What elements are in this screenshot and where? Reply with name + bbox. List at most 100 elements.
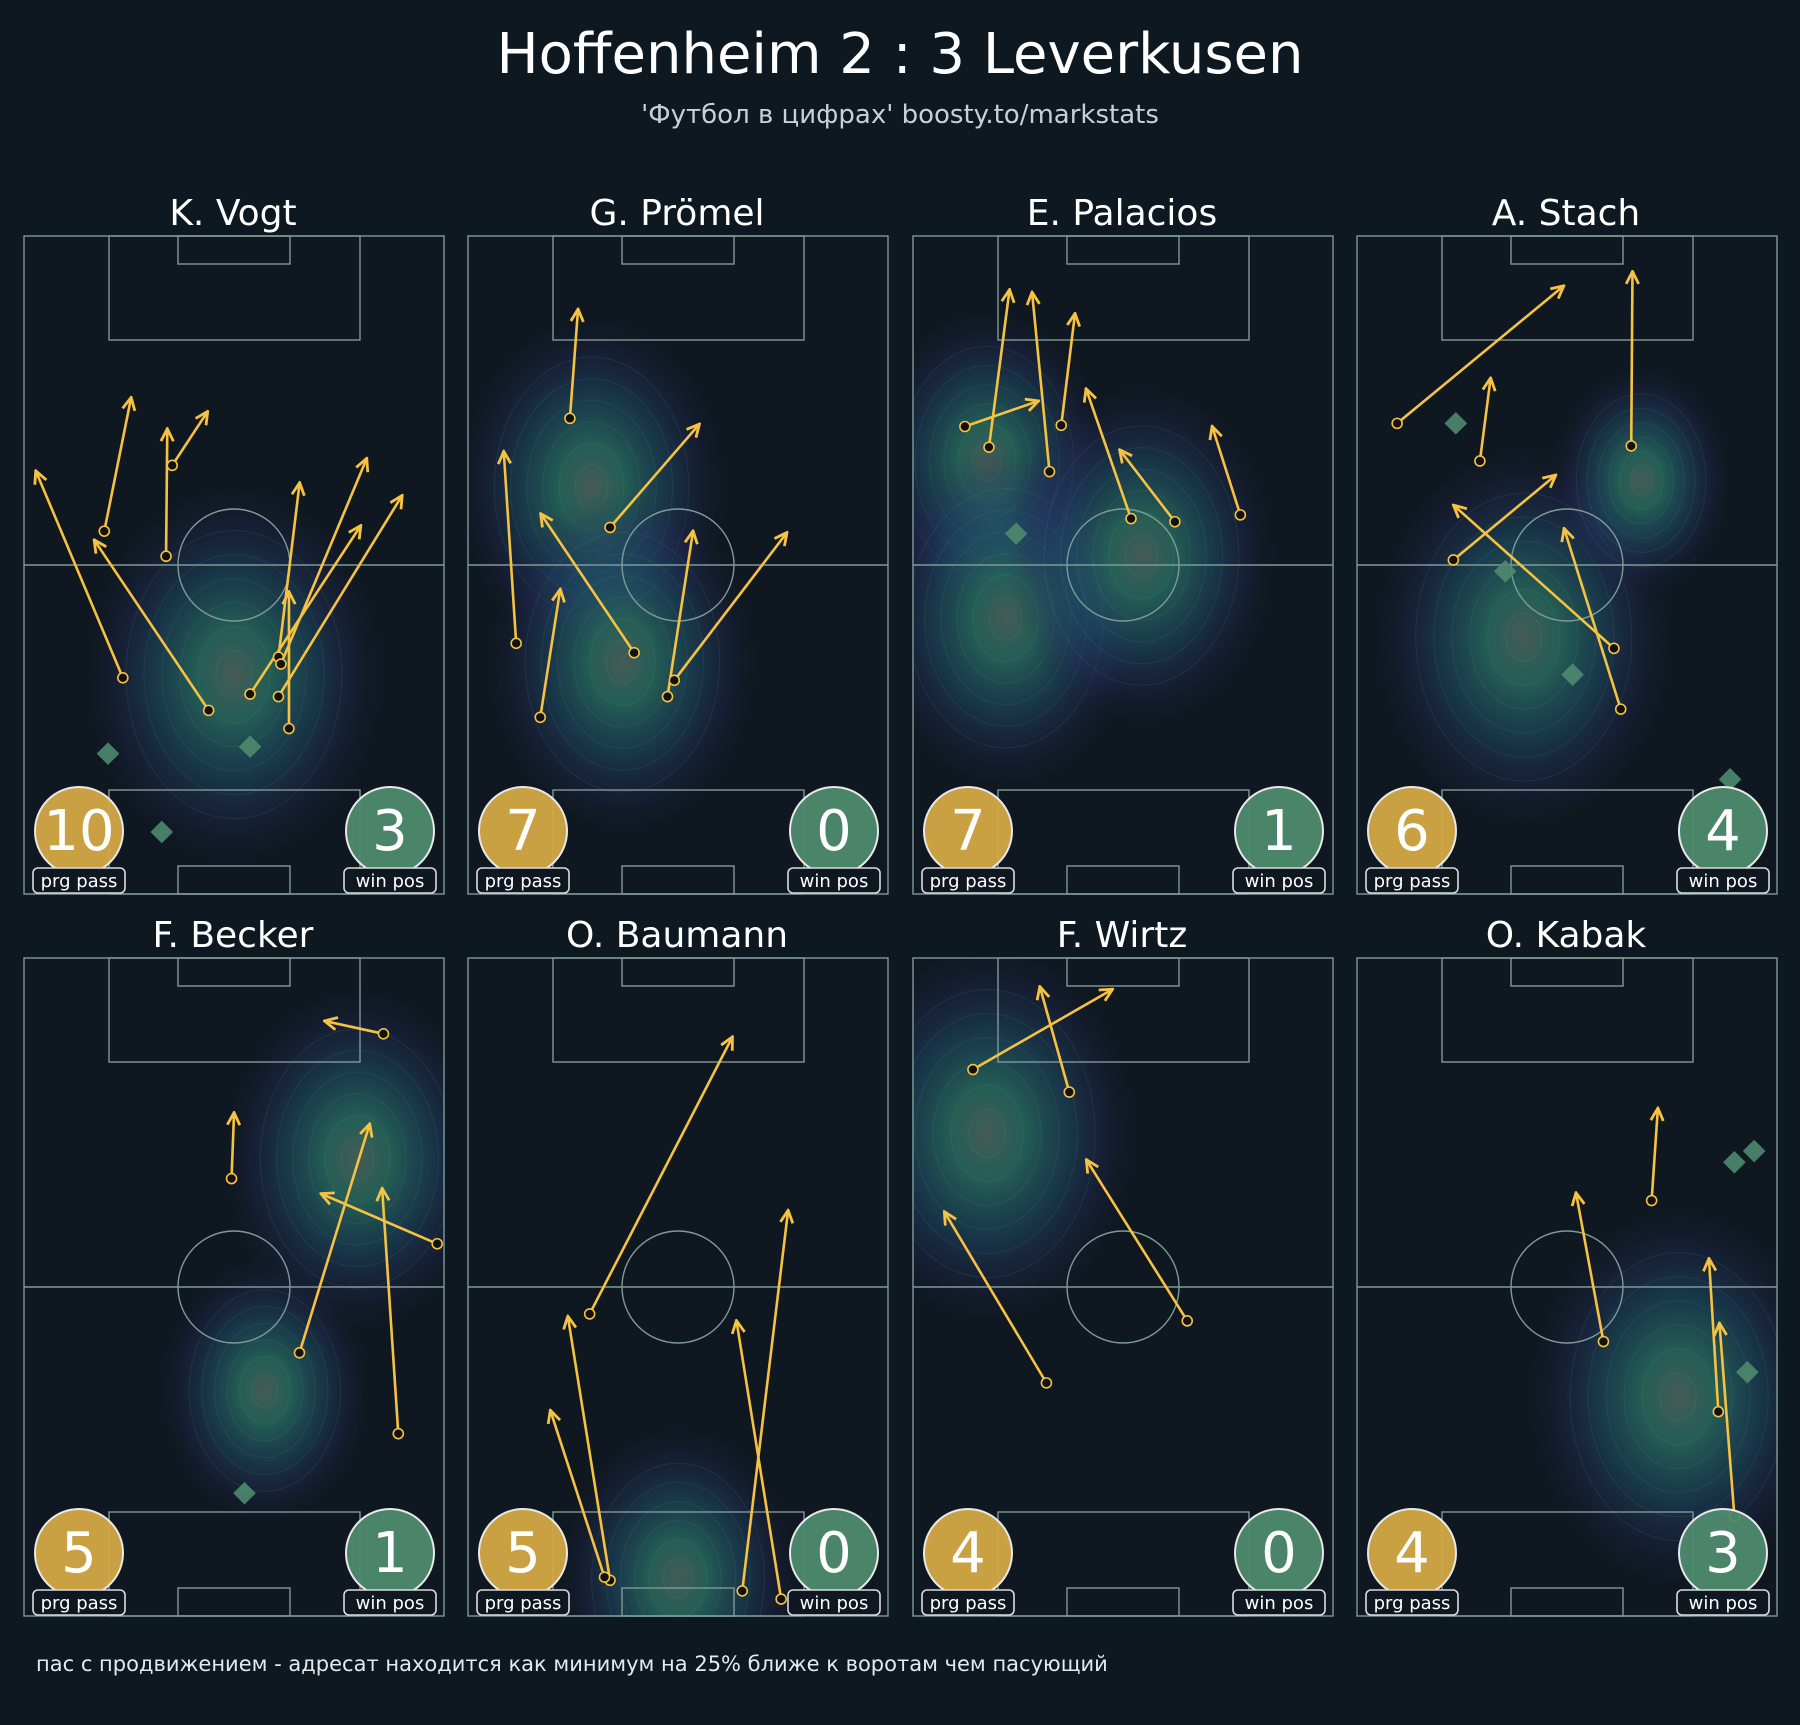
- center-circle: [1510, 508, 1624, 622]
- heat-contour: [197, 626, 271, 724]
- pass-arrow: [1032, 294, 1051, 472]
- heat-contour: [1415, 492, 1633, 782]
- subtitle: 'Футбол в цифрах' boosty.to/markstats: [641, 100, 1159, 130]
- six-yard-box-top: [1066, 235, 1180, 265]
- heat-contour: [324, 1114, 391, 1203]
- pass-arrow: [1720, 1325, 1736, 1517]
- pass-origin: [117, 671, 129, 684]
- win-position-marker: [1004, 522, 1028, 545]
- pass-origin: [1712, 1405, 1725, 1418]
- pass-origin: [1608, 642, 1620, 655]
- player-panel: F. Wirtz 4 prg pass 0 win pos: [912, 915, 1334, 1617]
- pass-arrow: [279, 460, 366, 665]
- win-pos-label-box: [1232, 867, 1326, 894]
- six-yard-box-top: [1510, 957, 1624, 987]
- player-panel: O. Kabak 4 prg pass 3 win pos: [1356, 915, 1778, 1617]
- pass-origin: [98, 525, 111, 537]
- pass-origin: [1234, 509, 1247, 521]
- pass-arrow: [171, 413, 207, 467]
- pass-arrow: [609, 425, 698, 529]
- player-panel: F. Becker 5 prg pass 1 win pos: [23, 915, 445, 1617]
- win-pos-label-box: [1232, 1589, 1326, 1616]
- pass-arrow: [1087, 1161, 1189, 1322]
- six-yard-box-top: [177, 235, 291, 265]
- pass-origin: [293, 1346, 306, 1359]
- pass-origin: [160, 550, 172, 563]
- pass-origin: [1169, 515, 1181, 528]
- pass-origin: [736, 1585, 749, 1597]
- pass-arrow: [1087, 390, 1133, 520]
- player-name: A. Stach: [1491, 193, 1641, 234]
- heat-contour: [1659, 1372, 1697, 1422]
- player-panel: K. Vogt 10 prg pass 3 win pos: [23, 193, 445, 895]
- pass-arrow: [1576, 1194, 1605, 1342]
- pass-origin: [244, 688, 256, 700]
- pass-origin: [967, 1063, 979, 1076]
- prg-pass-count: 6: [1394, 799, 1430, 864]
- win-pos-label-box: [787, 1589, 881, 1616]
- prg-pass-label: prg pass: [1374, 1593, 1451, 1614]
- pass-arrow: [1396, 287, 1563, 425]
- heat-blob: [159, 1257, 370, 1524]
- six-yard-box-top: [1510, 235, 1624, 265]
- heat-contour: [251, 1373, 278, 1408]
- pass-arrow: [103, 399, 131, 532]
- prg-pass-label: prg pass: [930, 1593, 1007, 1614]
- pass-origin: [628, 646, 640, 659]
- six-yard-box-bottom: [177, 1587, 291, 1617]
- pass-arrow: [740, 1212, 788, 1592]
- six-yard-box-bottom: [621, 865, 735, 895]
- win-pos-count: 1: [1261, 799, 1297, 864]
- pass-arrow: [326, 1021, 384, 1036]
- six-yard-box-bottom: [1510, 865, 1624, 895]
- pass-arrow: [666, 532, 693, 697]
- player-name: O. Kabak: [1485, 915, 1647, 956]
- heat-contour: [213, 1322, 316, 1459]
- pass-arrow: [232, 1114, 234, 1179]
- heat-blob: [912, 957, 1138, 1324]
- pass-arrow: [166, 430, 167, 557]
- win-pos-label: win pos: [1689, 871, 1758, 892]
- heat-contour: [1043, 425, 1240, 686]
- heat-contour: [276, 1050, 440, 1268]
- pass-origin: [604, 521, 616, 534]
- pass-arrow: [945, 1213, 1048, 1384]
- heat-contour: [912, 1013, 1078, 1254]
- pass-arrow: [1452, 476, 1554, 561]
- pass-arrow: [964, 401, 1037, 428]
- match-title: Hoffenheim 2 : 3 Leverkusen: [496, 22, 1304, 87]
- footnote: пас с продвижением - адресат находится к…: [36, 1652, 1108, 1676]
- player-panel: O. Baumann 5 prg pass 0 win pos: [467, 915, 889, 1617]
- pass-arrow: [277, 484, 299, 658]
- center-circle: [1066, 1230, 1180, 1344]
- heat-contour: [226, 1339, 304, 1442]
- pitch: 5 prg pass 1 win pos: [23, 957, 445, 1617]
- prg-pass-label: prg pass: [485, 1593, 562, 1614]
- pass-arrow: [542, 515, 636, 654]
- pass-origin: [283, 722, 295, 735]
- heat-contour: [161, 578, 307, 772]
- pass-origin: [959, 420, 971, 433]
- pass-origin: [392, 1427, 405, 1440]
- pass-origin: [598, 1571, 611, 1583]
- heat-contour: [591, 1462, 765, 1617]
- win-position-marker: [1493, 559, 1517, 583]
- heat-contour: [663, 1558, 693, 1599]
- pass-arrow: [504, 453, 518, 644]
- heat-contour: [1587, 1276, 1769, 1518]
- heat-contour: [1124, 533, 1159, 578]
- heat-contour: [1569, 1252, 1778, 1542]
- win-pos-label: win pos: [1245, 1593, 1314, 1614]
- pass-origin: [1474, 455, 1486, 467]
- heat-contour: [1641, 1348, 1715, 1446]
- pass-origin: [272, 690, 285, 703]
- heat-contour: [1586, 407, 1696, 553]
- pass-origin: [775, 1593, 787, 1605]
- pass-origin: [431, 1237, 444, 1250]
- pass-arrow: [1631, 273, 1632, 446]
- pass-arrow: [538, 591, 560, 718]
- pitch: 5 prg pass 0 win pos: [467, 957, 889, 1617]
- pass-origin: [983, 441, 995, 453]
- prg-pass-count: 7: [950, 799, 986, 864]
- win-pos-label: win pos: [1689, 1593, 1758, 1614]
